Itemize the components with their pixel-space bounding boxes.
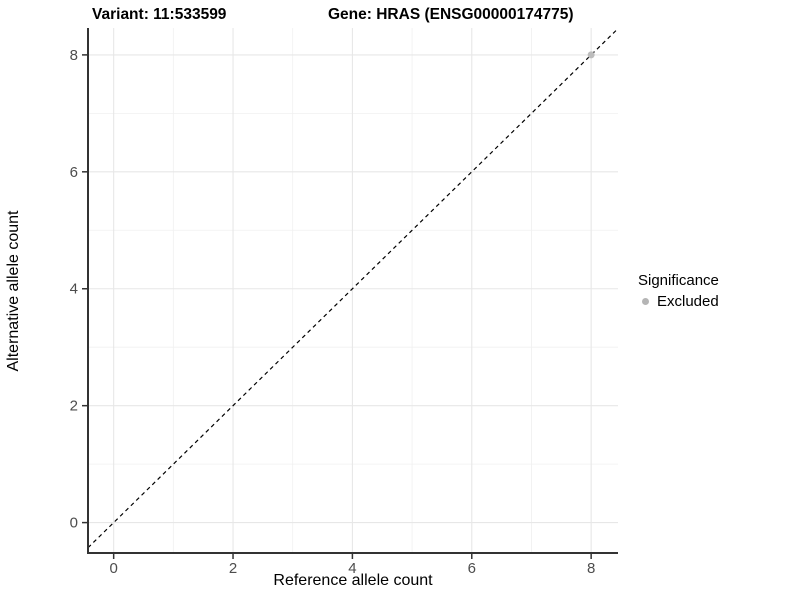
y-tick-label: 4 (70, 281, 78, 298)
y-tick-label: 2 (70, 398, 78, 415)
legend: Significance Excluded (629, 271, 799, 311)
gene-title: Gene: HRAS (ENSG00000174775) (328, 6, 574, 23)
y-tick-label: 6 (70, 164, 78, 181)
y-tick-label: 8 (70, 47, 78, 64)
legend-item-label: Excluded (657, 293, 719, 310)
x-tick-label: 6 (468, 560, 476, 577)
x-tick-label: 2 (229, 560, 237, 577)
y-axis-title: Alternative allele count (5, 210, 22, 372)
y-tick-label: 0 (70, 515, 78, 532)
identity-line (87, 28, 619, 549)
legend-item-excluded: Excluded (629, 292, 799, 311)
legend-title: Significance (638, 272, 719, 289)
variant-title: Variant: 11:533599 (92, 6, 227, 23)
x-tick-label: 8 (587, 560, 595, 577)
excluded-point-icon (642, 298, 649, 305)
x-tick-label: 0 (109, 560, 117, 577)
x-tick-label: 4 (348, 560, 356, 577)
x-axis-title: Reference allele count (273, 572, 433, 589)
data-point (587, 51, 595, 59)
